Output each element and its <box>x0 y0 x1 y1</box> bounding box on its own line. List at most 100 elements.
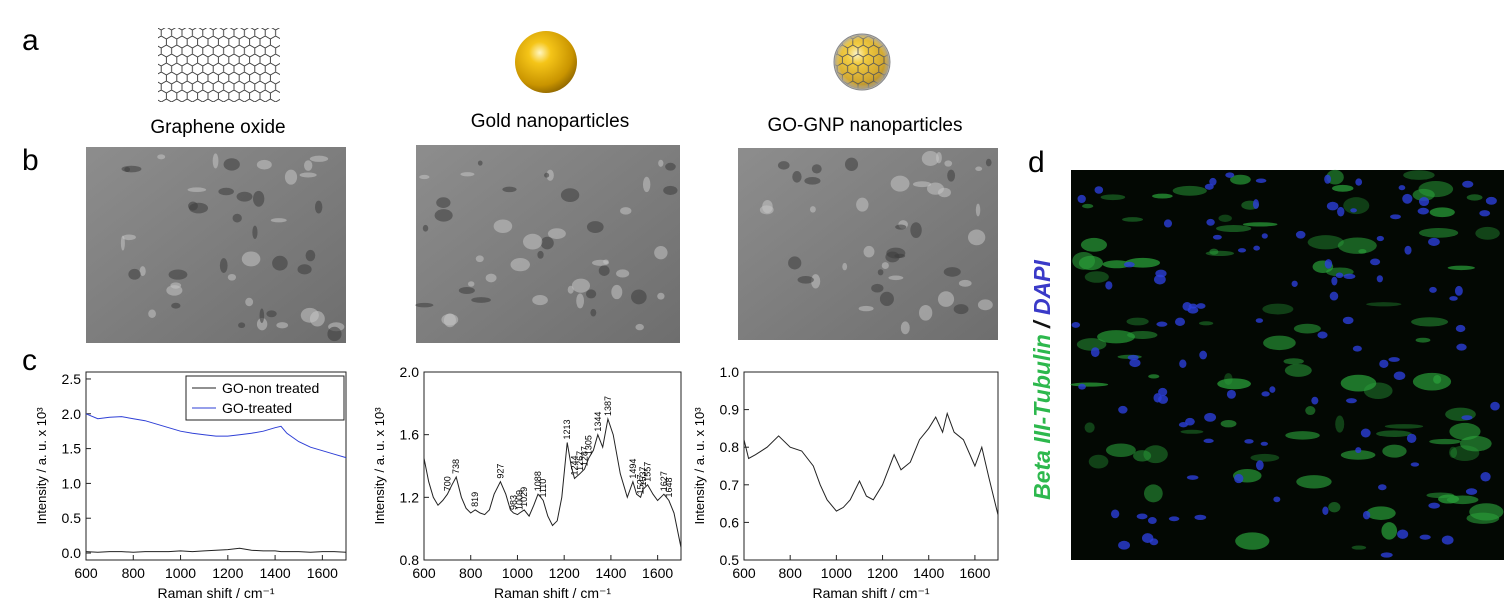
series-line <box>743 411 999 516</box>
nucleus <box>1380 552 1393 558</box>
neurite <box>1097 330 1136 344</box>
nucleus <box>1156 321 1168 327</box>
neurite <box>1122 217 1144 222</box>
peak-label: 1213 <box>562 419 572 439</box>
panel-label: d <box>1028 146 1045 179</box>
nucleus <box>1253 245 1260 251</box>
nucleus <box>1105 281 1113 290</box>
cell-layer <box>1070 169 1504 558</box>
nucleus <box>1455 324 1466 333</box>
nucleus <box>1390 214 1401 220</box>
nucleus <box>1203 438 1214 443</box>
peak-label: 1344 <box>593 412 603 432</box>
y-tick-label: 0.5 <box>62 510 82 526</box>
cell-texture <box>977 299 993 311</box>
nucleus <box>1225 172 1235 178</box>
nucleus <box>1429 286 1437 293</box>
neurite <box>1143 445 1168 464</box>
cell-texture <box>485 273 497 283</box>
peak-label: 1627 <box>659 471 669 491</box>
peak-label: 738 <box>451 459 461 474</box>
legend-label: GO-non treated <box>222 380 319 396</box>
nucleus <box>1196 303 1206 309</box>
nucleus <box>1406 433 1417 443</box>
x-tick-label: 600 <box>732 565 756 581</box>
cell-texture <box>890 175 910 192</box>
y-tick-label: 2.5 <box>62 371 82 387</box>
nucleus <box>1378 484 1387 491</box>
neurite <box>1403 170 1435 180</box>
neurite <box>1284 363 1312 377</box>
cell-texture <box>895 224 907 230</box>
nucleus <box>1252 199 1260 210</box>
nucleus <box>1182 301 1192 311</box>
cell-texture <box>188 201 198 211</box>
panel-label: c <box>22 344 37 377</box>
neurite <box>1446 495 1479 505</box>
peak-label: 819 <box>470 492 480 507</box>
cell-texture <box>309 155 329 162</box>
neurite <box>1084 271 1109 283</box>
neurite <box>1218 214 1232 222</box>
cell-texture <box>471 297 491 303</box>
neurite <box>1366 506 1396 520</box>
peak-label: 1088 <box>533 471 543 491</box>
cell-texture <box>953 304 969 315</box>
y-tick-label: 0.9 <box>720 402 740 418</box>
cell-texture <box>245 297 254 307</box>
nucleus <box>1255 178 1267 183</box>
stain-label: Beta III-Tubulin / DAPI <box>1029 259 1055 499</box>
cell-texture <box>937 291 955 307</box>
neurite <box>1459 435 1492 452</box>
micrograph <box>86 147 346 343</box>
cell-texture <box>546 169 554 181</box>
cell-texture <box>804 176 821 185</box>
neurite <box>1198 321 1214 326</box>
plot-frame <box>85 371 347 561</box>
nucleus <box>1178 422 1188 428</box>
neurite <box>1328 502 1341 513</box>
nucleus <box>1362 510 1371 520</box>
cell-texture <box>858 305 874 312</box>
cell-texture <box>170 282 182 289</box>
neurite <box>1293 323 1321 334</box>
neurite <box>1250 453 1280 462</box>
cell-texture <box>241 251 261 267</box>
gold-icon <box>515 31 577 93</box>
neurite <box>1285 431 1320 440</box>
cell-texture <box>658 159 664 167</box>
cell-texture <box>631 289 647 305</box>
nucleus <box>1255 460 1264 471</box>
nucleus <box>1127 354 1139 361</box>
plot-frame <box>423 371 682 561</box>
neurite <box>1305 405 1316 416</box>
neurite <box>1376 430 1412 437</box>
cell-texture <box>475 255 484 263</box>
cell-texture <box>616 269 630 278</box>
neurite <box>1084 422 1095 433</box>
nucleus <box>1163 219 1173 228</box>
nucleus <box>1185 417 1195 426</box>
stain-separator: / <box>1029 315 1055 334</box>
neurite <box>1307 235 1344 250</box>
neurite <box>1366 302 1402 307</box>
neurite <box>1088 454 1109 469</box>
nucleus <box>1194 514 1207 520</box>
nucleus <box>1077 194 1086 204</box>
cell-texture <box>844 157 859 172</box>
cell-texture <box>611 284 623 300</box>
nucleus <box>1393 371 1406 381</box>
cell-texture <box>926 182 944 195</box>
cell-texture <box>157 154 166 160</box>
cell-texture <box>522 233 543 250</box>
neurite <box>1429 207 1455 218</box>
neurite <box>1080 237 1108 252</box>
x-tick-label: 800 <box>459 565 483 581</box>
nucleus <box>1490 401 1500 411</box>
graphene-icon <box>158 28 280 102</box>
cell-texture <box>620 207 632 215</box>
neurite <box>1382 444 1407 458</box>
neurite <box>1340 450 1376 460</box>
cell-texture <box>436 197 451 208</box>
y-tick-label: 0.8 <box>400 552 420 568</box>
